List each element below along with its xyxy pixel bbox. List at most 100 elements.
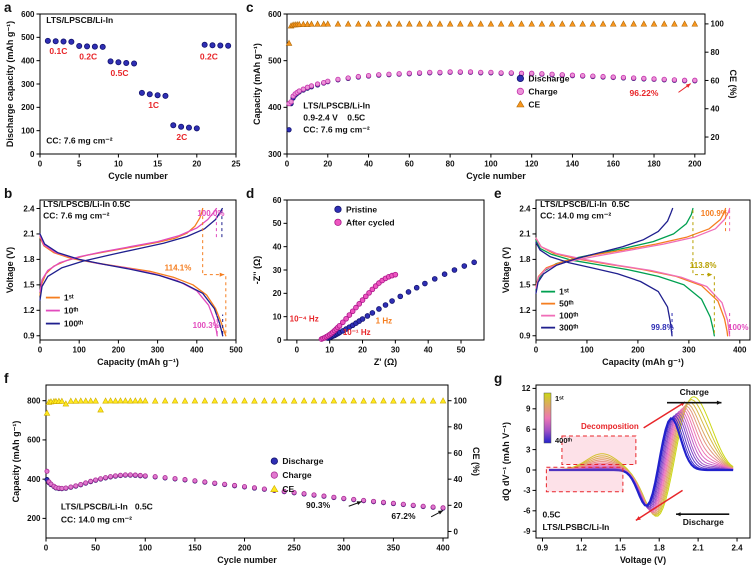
dqdv-curve [549,417,734,507]
svg-text:30: 30 [273,266,282,275]
annotation: CC: 7.6 mg cm⁻² [43,211,110,221]
svg-text:6: 6 [526,425,531,434]
annotation: 0.2C [200,52,218,62]
x-axis-label-e: Capacity (mAh g⁻¹) [602,357,684,367]
svg-text:100: 100 [454,396,468,405]
annotation: 100.0% [197,209,224,218]
svg-text:50: 50 [457,346,466,355]
svg-text:100: 100 [21,126,35,135]
annotation: CC: 14.0 mg cm⁻² [540,211,611,221]
svg-text:600: 600 [27,436,41,445]
colorbar-top-label: 1ˢᵗ [555,394,564,403]
svg-text:200: 200 [21,103,35,112]
annotation: 10⁻⁴ Hz [290,314,319,323]
svg-text:350: 350 [387,544,401,553]
annotation: 10⁻¹ Hz [343,328,371,337]
svg-text:400: 400 [268,103,282,112]
svg-text:300: 300 [268,150,282,159]
svg-text:100ᵗʰ: 100ᵗʰ [64,319,83,329]
e-cycle300-charge [535,207,674,294]
svg-text:100: 100 [139,544,153,553]
svg-text:600: 600 [268,10,282,19]
panel-label-b: b [4,186,12,201]
svg-text:2.1: 2.1 [23,230,35,239]
x-axis-label-b: Capacity (mAh g⁻¹) [97,357,179,367]
annotation: CC: 7.6 mg cm⁻² [46,136,113,146]
svg-text:1.5: 1.5 [519,281,531,290]
svg-text:Charge: Charge [282,470,312,480]
svg-text:60: 60 [454,449,463,458]
svg-text:10ᵗʰ: 10ᵗʰ [64,306,78,316]
annotation: 2C [176,132,187,142]
svg-text:40: 40 [424,346,433,355]
annotation: 96.22% [630,88,659,98]
y-axis-label-b: Voltage (V) [5,247,15,293]
svg-text:0: 0 [295,346,300,355]
svg-text:0: 0 [30,150,35,159]
svg-text:80: 80 [446,160,455,169]
axes-e: 0 100 200 300 400 0.9 1.2 1.5 1.8 2.1 2.4 Capacity … [501,199,751,367]
panel-label-a: a [4,0,12,15]
svg-text:60: 60 [405,160,414,169]
svg-text:200: 200 [112,346,126,355]
svg-text:30: 30 [391,346,400,355]
svg-text:300: 300 [682,346,696,355]
svg-text:140: 140 [566,160,580,169]
svg-text:180: 180 [647,160,661,169]
svg-text:150: 150 [188,544,202,553]
svg-text:80: 80 [454,423,463,432]
svg-text:10: 10 [325,346,334,355]
annotation: 113.8% [690,261,717,270]
f-charge-capacity [44,468,446,511]
svg-text:2.4: 2.4 [519,204,531,213]
x-axis-label-d: Z' (Ω) [374,357,397,367]
panel-label-f: f [4,371,9,386]
legend-b: 1ˢᵗ 10ᵗʰ 100ᵗʰ [45,293,83,329]
y-axis-label-g: dQ dV⁻¹ (mAh V⁻¹) [501,422,511,501]
x-axis-label-c: Cycle number [466,171,526,181]
svg-text:1ˢᵗ: 1ˢᵗ [64,293,74,303]
svg-text:0.9: 0.9 [519,332,531,341]
annotation: Charge [680,387,710,397]
svg-text:100: 100 [711,20,725,29]
annotation: Decomposition [581,422,639,431]
svg-text:200: 200 [631,346,645,355]
a-rate-capability-discharge [44,37,232,132]
f-coulombic-efficiency [43,397,447,416]
axes-b: 0 100 200 300 400 500 0.9 1.2 1.5 1.8 2.1 2.4 Capaci… [5,199,243,367]
svg-text:2.4: 2.4 [731,544,743,553]
svg-text:250: 250 [287,544,301,553]
svg-text:Discharge: Discharge [282,456,323,466]
annotation: 0.1C [49,46,67,56]
svg-text:500: 500 [21,33,35,42]
y-axis-label-e: Voltage (V) [501,247,511,293]
axes-c: 0 20 40 60 80 100 120 140 160 180 200 300 400 500 600 2… [252,10,738,181]
svg-text:-6: -6 [523,507,531,516]
svg-text:400: 400 [733,346,747,355]
annotation: 1C [148,100,159,110]
axes-f: 0 50 100 150 200 250 300 350 400 200 400 600 800 0 20 4… [11,384,481,565]
annotation: Discharge [683,517,724,527]
svg-text:15: 15 [153,160,162,169]
panel-b: b 0 100 200 300 400 500 0.9 1.2 1.5 1.8 2.1 2.4 Capac… [4,186,243,367]
panel-label-d: d [246,186,254,201]
svg-text:300ᵗʰ: 300ᵗʰ [559,323,578,333]
svg-text:1.2: 1.2 [519,306,531,315]
panel-label-e: e [494,186,502,201]
svg-text:400: 400 [21,56,35,65]
annotation: LTS/LPSCB/Li-In [46,15,113,25]
y-axis-label-c: Capacity (mAh g⁻¹) [252,43,262,125]
svg-text:100: 100 [73,346,87,355]
e-cycle1-discharge [535,240,715,337]
annotation: CC: 14.0 mg cm⁻² [61,514,132,524]
svg-text:300: 300 [21,80,35,89]
legend-c: Discharge Charge CE [516,73,570,109]
axes-g: 0.9 1.2 1.5 1.8 2.1 2.4 -9 -6 -3 0 3 6 9 12 Voltage (V… [501,384,751,565]
svg-text:160: 160 [607,160,621,169]
svg-text:2.4: 2.4 [23,204,35,213]
x-axis-label-a: Cycle number [108,171,168,181]
annotation: 1 Hz [376,317,392,326]
svg-text:1.8: 1.8 [23,255,35,264]
annotation: LTS/LPSCB/Li-In [303,100,370,110]
svg-text:20: 20 [711,133,720,142]
